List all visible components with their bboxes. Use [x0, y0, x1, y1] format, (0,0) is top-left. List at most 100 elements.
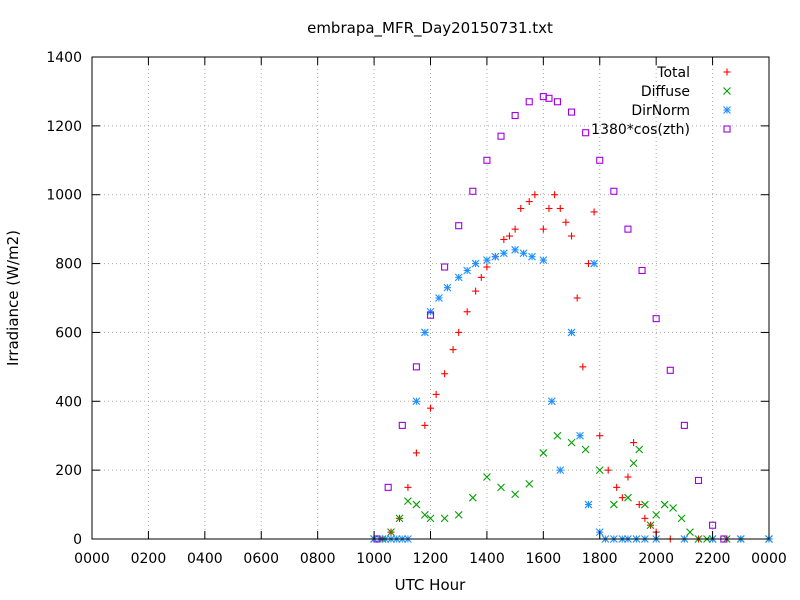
data-point [443, 283, 452, 292]
data-point [660, 500, 669, 509]
data-point [472, 287, 480, 295]
data-point [435, 294, 443, 302]
data-point [531, 191, 539, 199]
data-point [573, 294, 581, 302]
y-tick-label: 200 [55, 463, 82, 479]
data-point [553, 431, 562, 440]
data-point [624, 225, 632, 233]
chart-title: embrapa_MFR_Day20150731.txt [307, 19, 553, 38]
data-point [471, 259, 480, 268]
data-point [441, 370, 449, 378]
data-point [635, 501, 643, 509]
x-tick-label: 2000 [638, 551, 674, 567]
x-tick-label: 1600 [526, 551, 562, 567]
data-point [455, 222, 463, 230]
data-point [652, 511, 661, 519]
data-point [421, 421, 429, 429]
y-tick-label: 1200 [46, 119, 82, 135]
data-point [483, 256, 491, 265]
data-point [483, 156, 491, 164]
data-point [553, 98, 561, 106]
legend-label: DirNorm [631, 103, 690, 119]
data-point [539, 256, 548, 265]
legend-marker [723, 106, 731, 114]
data-point [545, 204, 553, 212]
data-point [584, 500, 593, 509]
y-tick-label: 1000 [46, 188, 82, 204]
data-point [624, 493, 632, 502]
data-point [596, 156, 604, 164]
data-point [511, 225, 519, 233]
x-tick-label: 0800 [300, 551, 336, 567]
data-point [640, 500, 649, 509]
legend-marker [723, 68, 731, 76]
legend-label: Diffuse [641, 84, 690, 100]
x-tick-label: 0400 [187, 551, 223, 567]
data-point [539, 449, 548, 457]
x-tick-label: 0000 [74, 551, 110, 567]
data-point [556, 466, 565, 475]
data-point [610, 187, 618, 195]
x-tick-labels: 0000 0200 0400 0600 0800 1000 1200 1400 1600 1800… [74, 551, 787, 567]
data-point [499, 249, 508, 258]
x-tick-label: 1000 [356, 551, 392, 567]
data-point [449, 346, 457, 354]
y-tick-label: 800 [55, 257, 82, 273]
data-point [539, 225, 547, 233]
data-point [709, 521, 717, 529]
data-point [483, 473, 491, 481]
data-point [638, 266, 646, 275]
y-tick-label: 400 [55, 394, 82, 410]
data-point [441, 263, 449, 271]
data-point [454, 273, 463, 282]
x-tick-label: 0600 [243, 551, 279, 567]
data-point [387, 528, 395, 537]
data-point [669, 504, 677, 512]
data-point [463, 308, 471, 316]
data-point [525, 198, 533, 206]
x-tick-label: 2200 [695, 551, 731, 567]
legend-label: 1380*cos(zth) [591, 122, 690, 138]
data-point [426, 514, 435, 523]
data-point [686, 528, 694, 537]
data-point [567, 438, 576, 447]
data-point [525, 98, 533, 106]
data-point [604, 466, 612, 474]
data-point [568, 232, 576, 240]
data-point [426, 311, 435, 319]
data-point [652, 315, 660, 323]
data-point [420, 328, 429, 337]
x-tick-label: 0000 [751, 551, 787, 567]
data-point [680, 421, 688, 429]
data-point [528, 252, 536, 261]
data-point [581, 445, 590, 454]
y-axis-label: Irradiance (W/m2) [4, 230, 22, 366]
y-tick-label: 600 [55, 325, 82, 341]
data-point [404, 483, 412, 491]
data-point [666, 366, 674, 374]
data-point [511, 245, 520, 254]
data-point [517, 204, 525, 212]
data-point [551, 191, 559, 199]
data-point [469, 187, 477, 195]
data-point [491, 252, 500, 261]
data-point [412, 363, 420, 371]
data-point [500, 235, 508, 243]
legend-label: Total [656, 65, 690, 81]
data-point [412, 397, 421, 406]
data-point [519, 249, 528, 258]
data-point [505, 232, 513, 240]
data-point [596, 432, 604, 440]
data-point [694, 476, 703, 485]
legend-marker [723, 87, 731, 95]
x-tick-label: 1200 [413, 551, 449, 567]
data-point [483, 263, 491, 271]
data-point [567, 108, 576, 116]
data-point [646, 521, 655, 530]
data-point [440, 514, 449, 523]
data-point [468, 493, 477, 502]
data-point [511, 490, 520, 499]
data-point [455, 328, 463, 336]
data-point [624, 473, 632, 481]
